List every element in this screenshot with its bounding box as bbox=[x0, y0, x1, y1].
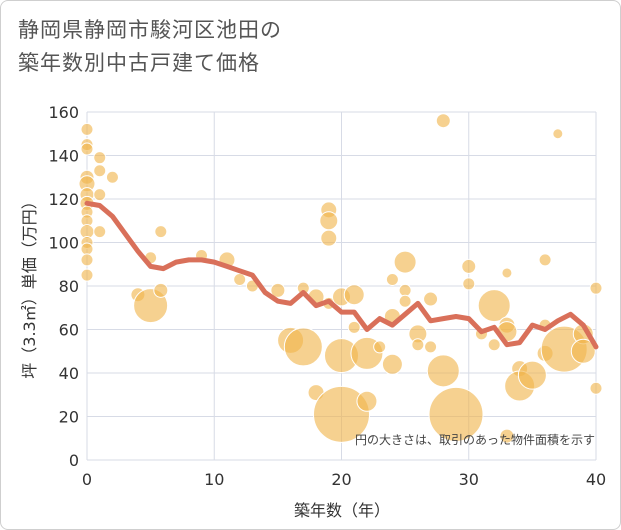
data-bubble bbox=[462, 277, 476, 291]
data-bubble bbox=[589, 381, 603, 395]
data-bubble bbox=[233, 272, 247, 286]
bubbles-layer bbox=[78, 113, 603, 444]
data-bubble bbox=[385, 272, 399, 286]
data-bubble bbox=[343, 284, 365, 306]
data-bubble bbox=[461, 258, 477, 274]
x-tick-label: 30 bbox=[459, 470, 479, 489]
data-bubble bbox=[381, 353, 403, 375]
data-bubble bbox=[589, 281, 603, 295]
y-axis-label: 坪（3.3㎡）単価（万円） bbox=[20, 193, 39, 378]
data-bubble bbox=[398, 283, 412, 297]
x-tick-label: 20 bbox=[331, 470, 351, 489]
data-bubble bbox=[424, 340, 438, 354]
data-bubble bbox=[80, 253, 94, 267]
y-tick-label: 40 bbox=[59, 364, 79, 383]
data-bubble bbox=[398, 294, 412, 308]
data-bubble bbox=[517, 360, 547, 390]
y-tick-label: 60 bbox=[59, 321, 79, 340]
y-tick-label: 20 bbox=[59, 408, 79, 427]
x-tick-label: 0 bbox=[82, 470, 92, 489]
y-tick-label: 160 bbox=[48, 103, 79, 122]
data-bubble bbox=[283, 327, 323, 367]
y-tick-label: 0 bbox=[69, 451, 79, 470]
title-line-1: 静岡県静岡市駿河区池田の bbox=[18, 18, 282, 42]
chart-title: 静岡県静岡市駿河区池田の 築年数別中古戸建て価格 bbox=[18, 14, 282, 80]
data-bubble bbox=[319, 211, 339, 231]
data-bubble bbox=[356, 390, 378, 412]
y-tick-label: 100 bbox=[48, 234, 79, 253]
data-bubble bbox=[80, 142, 94, 156]
data-bubble bbox=[487, 338, 501, 352]
y-tick-label: 140 bbox=[48, 147, 79, 166]
data-bubble bbox=[428, 386, 484, 442]
data-bubble bbox=[426, 354, 460, 388]
x-axis-label: 築年数（年） bbox=[294, 501, 390, 520]
data-bubble bbox=[393, 250, 417, 274]
x-tick-label: 40 bbox=[586, 470, 606, 489]
data-bubble bbox=[93, 225, 107, 239]
data-bubble bbox=[93, 151, 107, 165]
data-bubble bbox=[552, 128, 564, 140]
data-bubble bbox=[93, 164, 107, 178]
data-bubble bbox=[347, 320, 361, 334]
ticks-layer: 0 20 40 60 80 100 120 140 160 0 10 20 30 40 bbox=[48, 103, 606, 489]
data-bubble bbox=[93, 188, 107, 202]
data-bubble bbox=[80, 268, 94, 282]
title-line-2: 築年数別中古戸建て価格 bbox=[18, 51, 260, 75]
size-note: 円の大きさは、取引のあった物件面積を示す bbox=[355, 432, 595, 447]
data-bubble bbox=[80, 242, 94, 256]
data-bubble bbox=[320, 229, 338, 247]
y-tick-label: 80 bbox=[59, 277, 79, 296]
data-bubble bbox=[154, 225, 168, 239]
data-bubble bbox=[477, 289, 511, 323]
data-bubble bbox=[570, 338, 596, 364]
data-bubble bbox=[501, 267, 513, 279]
y-tick-label: 120 bbox=[48, 190, 79, 209]
x-tick-label: 10 bbox=[204, 470, 224, 489]
data-bubble bbox=[423, 291, 439, 307]
data-bubble bbox=[499, 428, 515, 444]
data-bubble bbox=[153, 282, 169, 298]
data-bubble bbox=[373, 340, 387, 354]
data-bubble bbox=[435, 113, 451, 129]
data-bubble bbox=[313, 385, 370, 443]
data-bubble bbox=[411, 338, 425, 352]
data-bubble bbox=[270, 282, 286, 298]
trend-line bbox=[84, 200, 599, 350]
data-bubble bbox=[538, 253, 552, 267]
data-bubble bbox=[80, 122, 94, 136]
data-bubble bbox=[105, 170, 119, 184]
